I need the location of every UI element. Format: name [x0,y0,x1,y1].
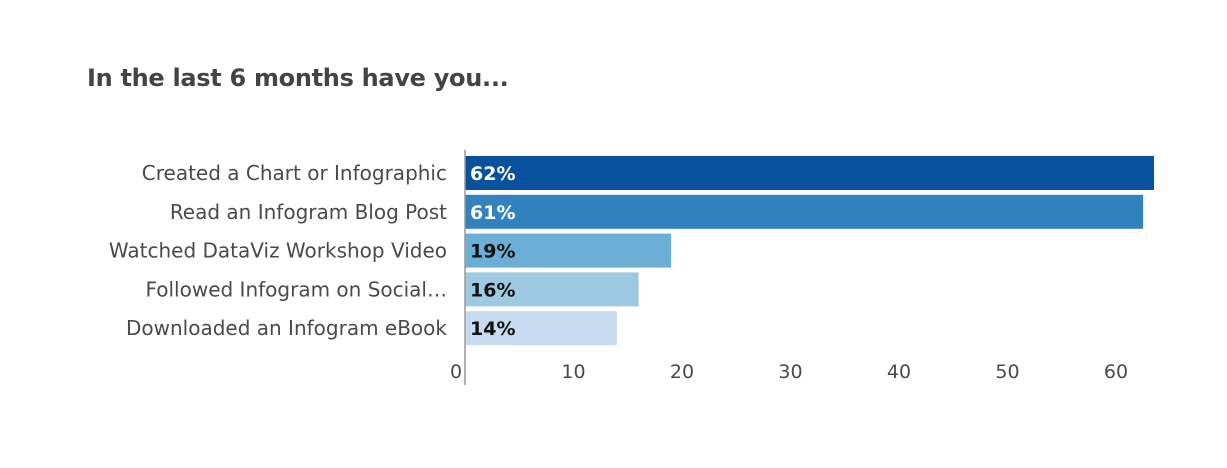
x-tick-label-60: 60 [1104,361,1128,383]
category-label-4: Followed Infogram on Social… [145,277,447,301]
x-axis-ticks: 0 10 20 30 40 50 60 [450,361,1128,383]
x-tick-label-50: 50 [995,361,1019,383]
bar-5 [465,311,617,346]
category-label-1: Created a Chart or Infographic [142,161,447,185]
bar-2 [465,194,1144,229]
x-tick-label-40: 40 [887,361,911,383]
data-label-4: 16% [470,279,515,301]
data-label-2: 61% [470,202,515,224]
category-label-3: Watched DataViz Workshop Video [109,239,447,263]
data-labels: 62% 61% 19% 16% 14% [470,163,515,340]
x-tick-label-20: 20 [670,361,694,383]
data-label-3: 19% [470,241,515,263]
bars-layer [465,156,1154,346]
x-tick-label-30: 30 [778,361,802,383]
data-label-1: 62% [470,163,515,185]
category-label-2: Read an Infogram Blog Post [170,200,447,224]
bar-4 [465,272,639,307]
x-tick-label-10: 10 [561,361,585,383]
category-label-5: Downloaded an Infogram eBook [126,316,447,340]
bar-1 [465,156,1154,190]
chart-title: In the last 6 months have you... [87,64,509,92]
x-tick-label-0: 0 [450,361,462,383]
data-label-5: 14% [470,318,515,340]
category-labels: Created a Chart or Infographic Read an In… [109,161,448,340]
bar-3 [465,233,672,268]
